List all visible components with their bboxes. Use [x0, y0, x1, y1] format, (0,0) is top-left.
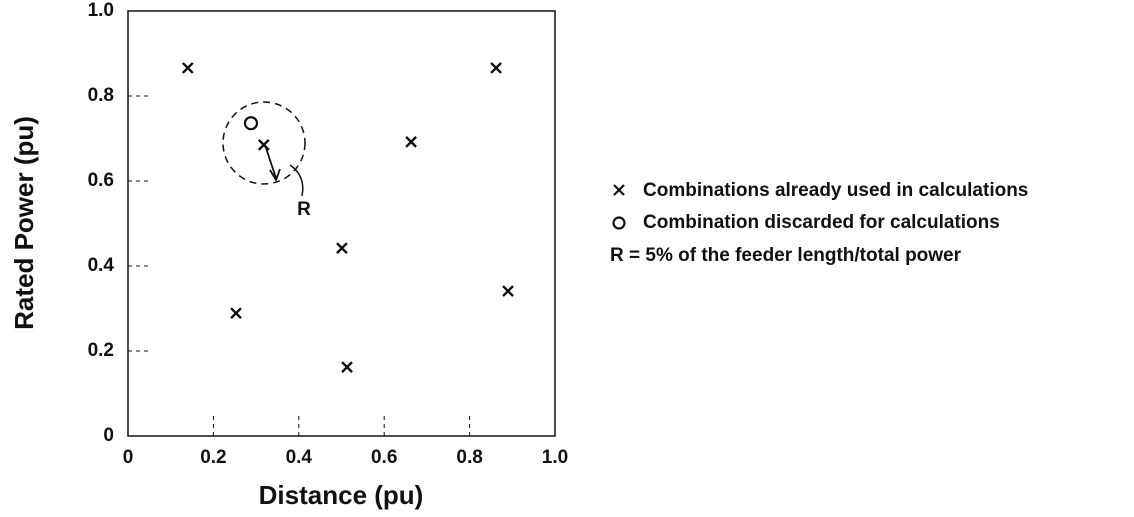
- x-tick-label: 0: [123, 447, 134, 468]
- y-axis-label: Rated Power (pu): [9, 116, 39, 330]
- used-point: [341, 361, 353, 373]
- used-point: [181, 62, 194, 74]
- legend-label: Combination discarded for calculations: [643, 212, 1000, 233]
- y-tick-label: 0.4: [88, 255, 115, 276]
- y-tick-label: 0.6: [88, 170, 114, 191]
- y-tick-label: 0.8: [88, 85, 114, 106]
- x-tick-label: 0.6: [371, 447, 397, 468]
- radius-arrow: [265, 147, 281, 183]
- annotation: R: [297, 199, 311, 220]
- used-point: [230, 307, 242, 320]
- legend-label: Combinations already used in calculation…: [643, 180, 1028, 201]
- used-point: [490, 62, 502, 74]
- y-tick-label: 0.2: [88, 340, 114, 361]
- x-tick-label: 0.4: [286, 447, 313, 468]
- discarded-point: [243, 116, 259, 131]
- used-point: [405, 136, 417, 148]
- x-tick-label: 1.0: [542, 447, 568, 468]
- y-tick-label: 1.0: [88, 0, 114, 21]
- used-point: [502, 285, 514, 297]
- annotation: R = 5% of the feeder length/total power: [610, 245, 962, 266]
- x-tick-label: 0.8: [456, 447, 482, 468]
- x-tick-label: 0.2: [200, 447, 226, 468]
- radius-leader: [289, 164, 304, 197]
- used-point: [257, 139, 270, 151]
- y-tick-label: 0: [103, 425, 114, 446]
- x-axis-label: Distance (pu): [259, 480, 424, 510]
- legend-marker: [613, 184, 625, 196]
- plot-frame: [127, 10, 556, 437]
- legend-marker: [612, 216, 626, 230]
- radius-circle: [222, 101, 306, 185]
- used-point: [336, 242, 348, 254]
